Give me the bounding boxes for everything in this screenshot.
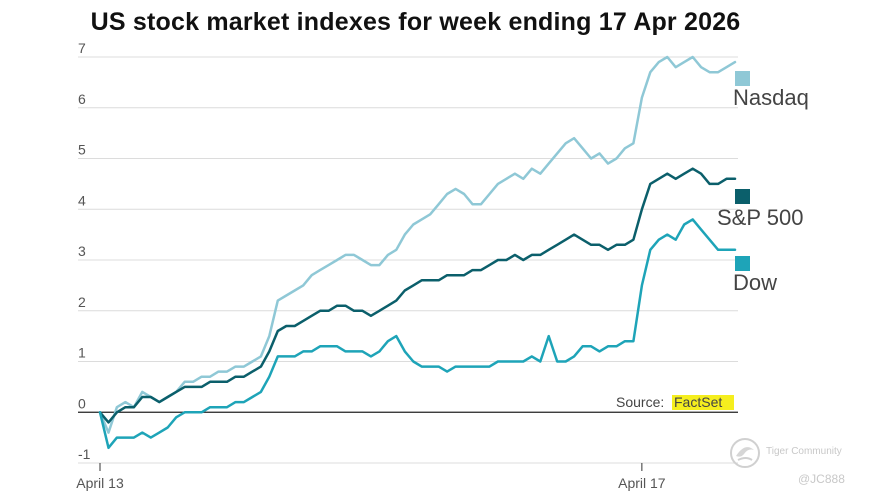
series-line-nasdaq (98, 55, 737, 434)
x-tick-label: April 13 (76, 475, 124, 491)
legend-swatch-dow (735, 256, 750, 271)
source-note: Source: FactSet (616, 394, 734, 410)
watermark-user: @JC888 (798, 472, 845, 486)
y-axis-ticks: 7 6 5 4 3 2 1 0 -1 (78, 40, 91, 462)
x-axis-ticks: April 13 April 17 (76, 463, 666, 491)
watermark-brand: Tiger Community (766, 446, 842, 457)
y-tick-label: 7 (78, 40, 86, 56)
legend-label-nasdaq: Nasdaq (733, 85, 809, 110)
y-tick-label: -1 (78, 446, 91, 462)
watermark: Tiger Community @JC888 (728, 436, 868, 496)
legend-label-dow: Dow (733, 270, 777, 295)
y-tick-label: 2 (78, 294, 86, 310)
y-tick-label: 5 (78, 142, 86, 158)
series-line-dow (98, 218, 737, 450)
y-tick-label: 4 (78, 192, 86, 208)
legend-swatch-nasdaq (735, 71, 750, 86)
legend-label-s-p-500: S&P 500 (717, 205, 803, 230)
series-line-s-p-500 (98, 167, 737, 424)
series-legend: Nasdaq S&P 500 Dow (717, 71, 809, 295)
chart-title: US stock market indexes for week ending … (90, 8, 741, 36)
x-tick-label: April 17 (618, 475, 666, 491)
source-label: Source: (616, 394, 664, 410)
source-name: FactSet (674, 394, 722, 410)
y-tick-label: 3 (78, 243, 86, 259)
y-tick-label: 0 (78, 395, 86, 411)
legend-swatch-s-p-500 (735, 189, 750, 204)
source-highlight (672, 395, 734, 410)
series-lines (98, 55, 737, 450)
tiger-logo-icon (730, 438, 760, 468)
y-tick-label: 6 (78, 91, 86, 107)
y-tick-label: 1 (78, 345, 86, 361)
